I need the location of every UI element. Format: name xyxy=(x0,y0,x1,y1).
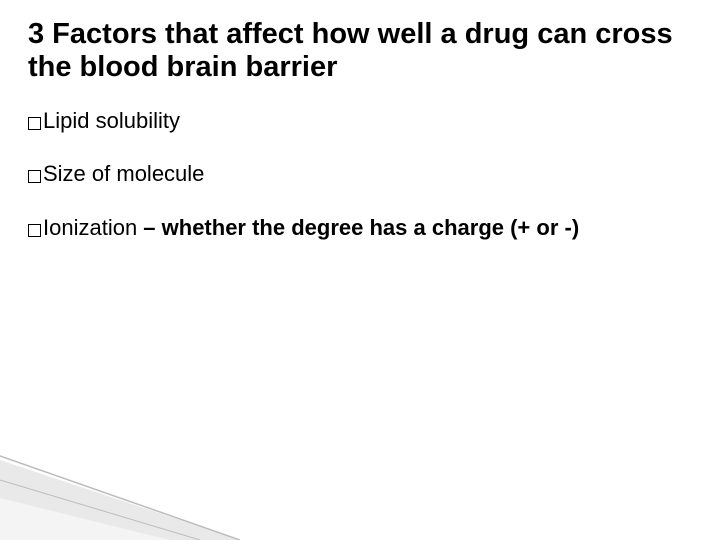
checkbox-icon xyxy=(28,224,41,237)
bullet-lead: Lipid xyxy=(43,108,89,133)
list-item: Lipid solubility xyxy=(28,107,692,135)
accent-wedge-top xyxy=(0,498,170,540)
bullet-lead: Size xyxy=(43,161,86,186)
slide: 3 Factors that affect how well a drug ca… xyxy=(0,0,720,540)
bullet-rest: of molecule xyxy=(86,161,205,186)
checkbox-icon xyxy=(28,117,41,130)
bullet-lead: Ionization xyxy=(43,215,137,240)
slide-title: 3 Factors that affect how well a drug ca… xyxy=(28,18,692,85)
bullet-rest: – whether the degree has a charge (+ or … xyxy=(137,215,579,240)
accent-wedge-bottom xyxy=(0,460,240,540)
accent-line xyxy=(0,480,200,540)
list-item: Size of molecule xyxy=(28,160,692,188)
accent-line xyxy=(0,456,240,540)
checkbox-icon xyxy=(28,170,41,183)
corner-accent-icon xyxy=(0,420,240,540)
list-item: Ionization – whether the degree has a ch… xyxy=(28,214,692,242)
bullet-rest: solubility xyxy=(89,108,179,133)
bullet-list: Lipid solubility Size of molecule Ioniza… xyxy=(28,107,692,242)
